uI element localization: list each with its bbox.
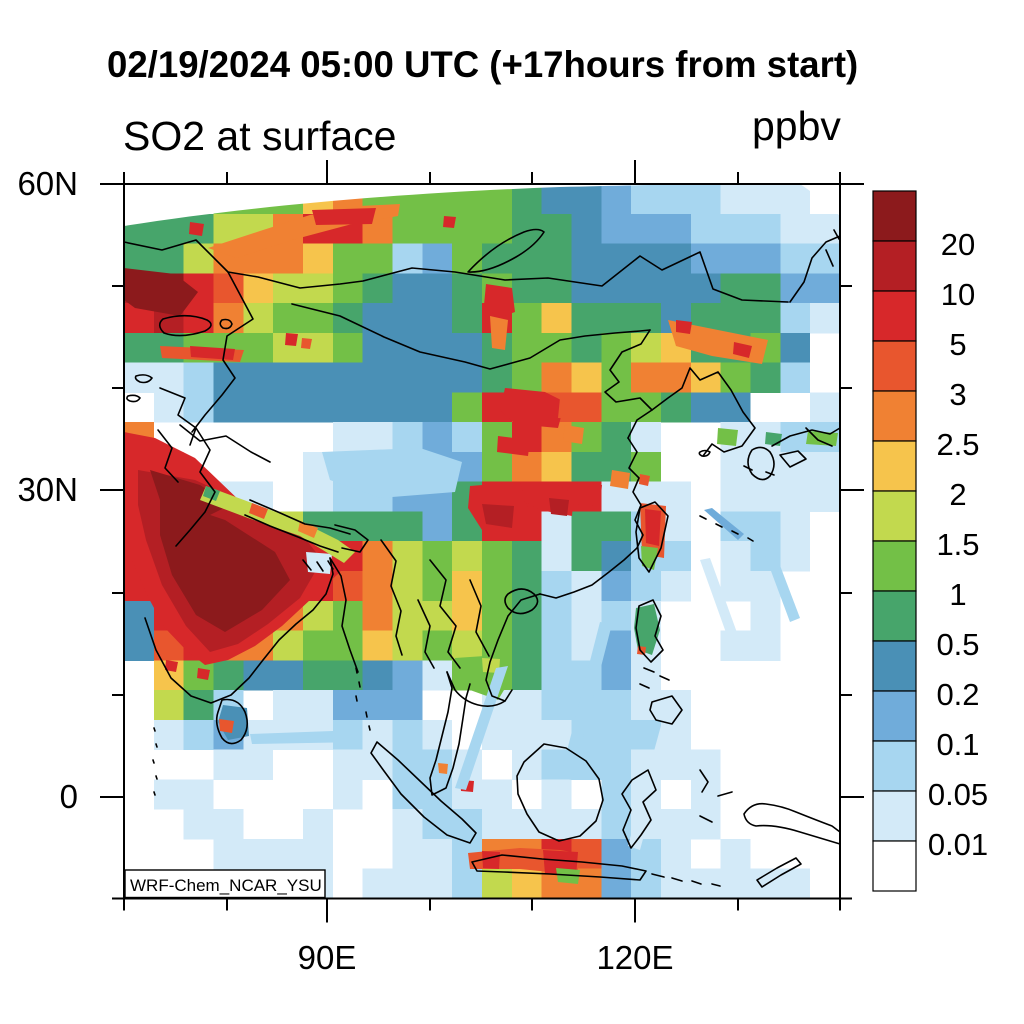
svg-text:0.01: 0.01 bbox=[928, 827, 988, 862]
svg-text:0: 0 bbox=[60, 778, 78, 815]
svg-text:2.5: 2.5 bbox=[936, 427, 979, 462]
svg-text:2: 2 bbox=[949, 477, 966, 512]
svg-text:5: 5 bbox=[949, 327, 966, 362]
svg-text:60N: 60N bbox=[17, 165, 78, 202]
svg-text:90E: 90E bbox=[298, 939, 357, 976]
svg-text:ppbv: ppbv bbox=[752, 103, 841, 149]
svg-text:1.5: 1.5 bbox=[936, 527, 979, 562]
svg-text:WRF-Chem_NCAR_YSU: WRF-Chem_NCAR_YSU bbox=[130, 876, 322, 895]
svg-text:0.2: 0.2 bbox=[936, 677, 979, 712]
svg-text:120E: 120E bbox=[596, 939, 673, 976]
svg-text:0.5: 0.5 bbox=[936, 627, 979, 662]
svg-text:02/19/2024 05:00 UTC (+17hours: 02/19/2024 05:00 UTC (+17hours from star… bbox=[107, 44, 858, 85]
svg-text:0.05: 0.05 bbox=[928, 777, 988, 812]
svg-text:SO2 at surface: SO2 at surface bbox=[123, 113, 396, 159]
svg-text:1: 1 bbox=[949, 577, 966, 612]
svg-text:20: 20 bbox=[941, 227, 975, 262]
svg-text:3: 3 bbox=[949, 377, 966, 412]
svg-text:30N: 30N bbox=[17, 471, 78, 508]
svg-text:10: 10 bbox=[941, 277, 975, 312]
svg-text:0.1: 0.1 bbox=[936, 727, 979, 762]
